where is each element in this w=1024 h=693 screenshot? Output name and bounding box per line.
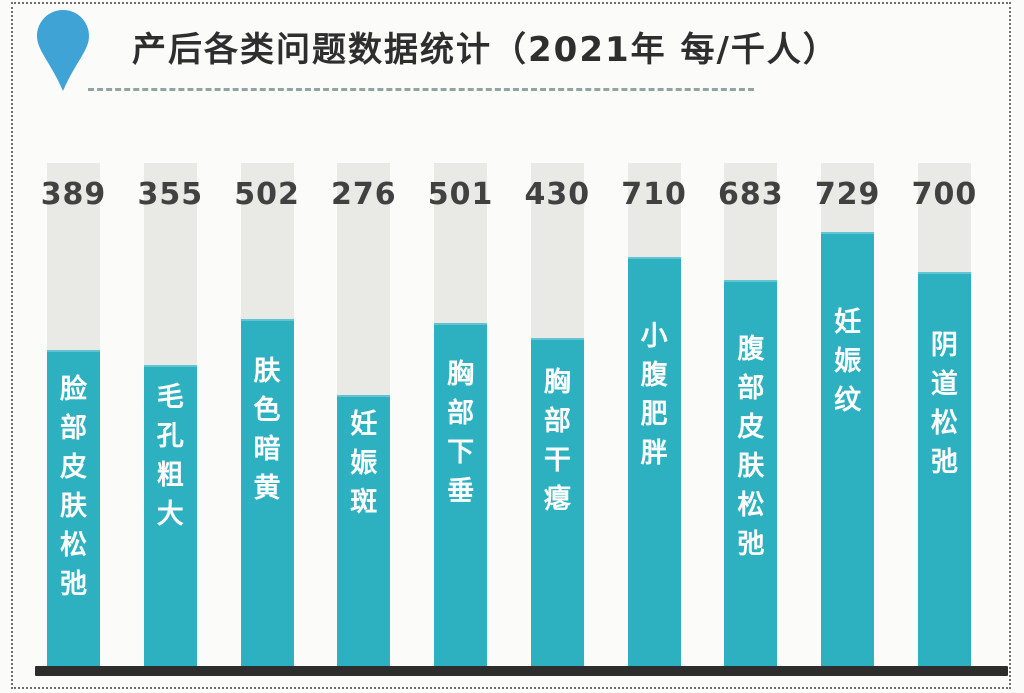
bar-fill: 腹部皮肤松弛	[724, 280, 778, 668]
bar-fill: 肤色暗黄	[240, 319, 294, 668]
bar-track: 430 胸部干瘪	[525, 163, 589, 668]
bar-category-label: 阴道松弛	[930, 329, 958, 478]
bar-track: 710 小腹肥胖	[621, 163, 686, 668]
bar-category-label: 妊娠斑	[350, 408, 378, 518]
bar-value-label: 502	[234, 177, 300, 212]
bar-category-label: 腹部皮肤松弛	[737, 334, 765, 561]
bar-category-label: 小腹肥胖	[640, 321, 668, 470]
bar-value-label: 710	[621, 177, 687, 212]
bar-track: 683 腹部皮肤松弛	[718, 163, 783, 668]
bar-track: 276 妊娠斑	[331, 163, 396, 668]
bar-value-label: 389	[40, 177, 107, 212]
bar-category-label: 脸部皮肤松弛	[60, 373, 87, 600]
bar-category-label: 胸部下垂	[447, 358, 475, 507]
bar-fill: 胸部干瘪	[530, 338, 584, 668]
bar-category-label: 胸部干瘪	[543, 367, 571, 516]
bar-track: 501 胸部下垂	[428, 163, 492, 668]
bar-fill: 妊娠纹	[821, 232, 875, 668]
chart-title: 产后各类问题数据统计（2021年 每/千人）	[132, 30, 839, 70]
bar-track: 729 妊娠纹	[815, 163, 879, 668]
bar-fill: 毛孔粗大	[143, 365, 197, 668]
bar-value-label: 501	[427, 177, 494, 212]
bar-track: 389 脸部皮肤松弛	[41, 163, 105, 668]
bar-value-label: 355	[137, 177, 204, 212]
bar-track: 700 阴道松弛	[912, 163, 976, 668]
bar-value-label: 683	[718, 177, 784, 212]
bar-value-label: 276	[330, 177, 397, 212]
title-divider-dashed-line	[88, 88, 754, 91]
bar-fill: 小腹肥胖	[627, 256, 681, 668]
water-drop-icon	[37, 10, 89, 91]
bar-fill: 脸部皮肤松弛	[47, 349, 100, 668]
bar-track: 355 毛孔粗大	[137, 163, 202, 668]
bar-fill: 妊娠斑	[337, 394, 391, 668]
bar-category-label: 妊娠纹	[834, 307, 862, 417]
bar-fill: 阴道松弛	[917, 272, 971, 668]
bar-category-label: 肤色暗黄	[253, 356, 281, 505]
bar-value-label: 729	[814, 177, 881, 212]
bar-value-label: 430	[524, 177, 591, 212]
x-axis-baseline	[35, 666, 1008, 676]
bar-value-label: 700	[911, 177, 978, 212]
bar-chart: 389 脸部皮肤松弛 355 毛孔粗大 502 肤色暗黄 276 妊娠斑 501…	[41, 163, 976, 668]
bar-track: 502 肤色暗黄	[234, 163, 299, 668]
bar-category-label: 毛孔粗大	[156, 382, 184, 531]
bar-fill: 胸部下垂	[434, 323, 488, 668]
